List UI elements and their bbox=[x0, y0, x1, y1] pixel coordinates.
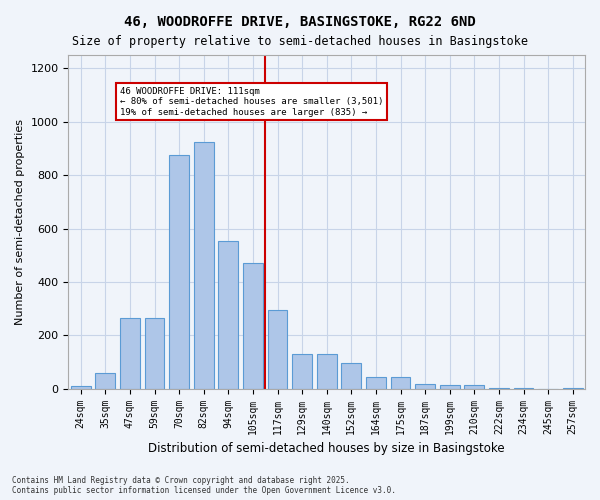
Bar bbox=[341, 364, 361, 388]
Bar bbox=[268, 310, 287, 388]
Bar bbox=[415, 384, 435, 388]
Bar bbox=[145, 318, 164, 388]
Bar bbox=[71, 386, 91, 388]
Bar bbox=[218, 240, 238, 388]
Text: Contains HM Land Registry data © Crown copyright and database right 2025.
Contai: Contains HM Land Registry data © Crown c… bbox=[12, 476, 396, 495]
Y-axis label: Number of semi-detached properties: Number of semi-detached properties bbox=[15, 119, 25, 325]
Bar bbox=[120, 318, 140, 388]
Bar bbox=[95, 372, 115, 388]
Bar bbox=[317, 354, 337, 388]
Bar bbox=[292, 354, 312, 388]
Text: Size of property relative to semi-detached houses in Basingstoke: Size of property relative to semi-detach… bbox=[72, 35, 528, 48]
Bar bbox=[169, 155, 189, 388]
Bar bbox=[391, 378, 410, 388]
Bar bbox=[194, 142, 214, 388]
Bar bbox=[440, 384, 460, 388]
X-axis label: Distribution of semi-detached houses by size in Basingstoke: Distribution of semi-detached houses by … bbox=[148, 442, 505, 455]
Text: 46, WOODROFFE DRIVE, BASINGSTOKE, RG22 6ND: 46, WOODROFFE DRIVE, BASINGSTOKE, RG22 6… bbox=[124, 15, 476, 29]
Bar bbox=[243, 263, 263, 388]
Bar bbox=[464, 384, 484, 388]
Bar bbox=[366, 378, 386, 388]
Text: 46 WOODROFFE DRIVE: 111sqm
← 80% of semi-detached houses are smaller (3,501)
19%: 46 WOODROFFE DRIVE: 111sqm ← 80% of semi… bbox=[120, 87, 383, 117]
